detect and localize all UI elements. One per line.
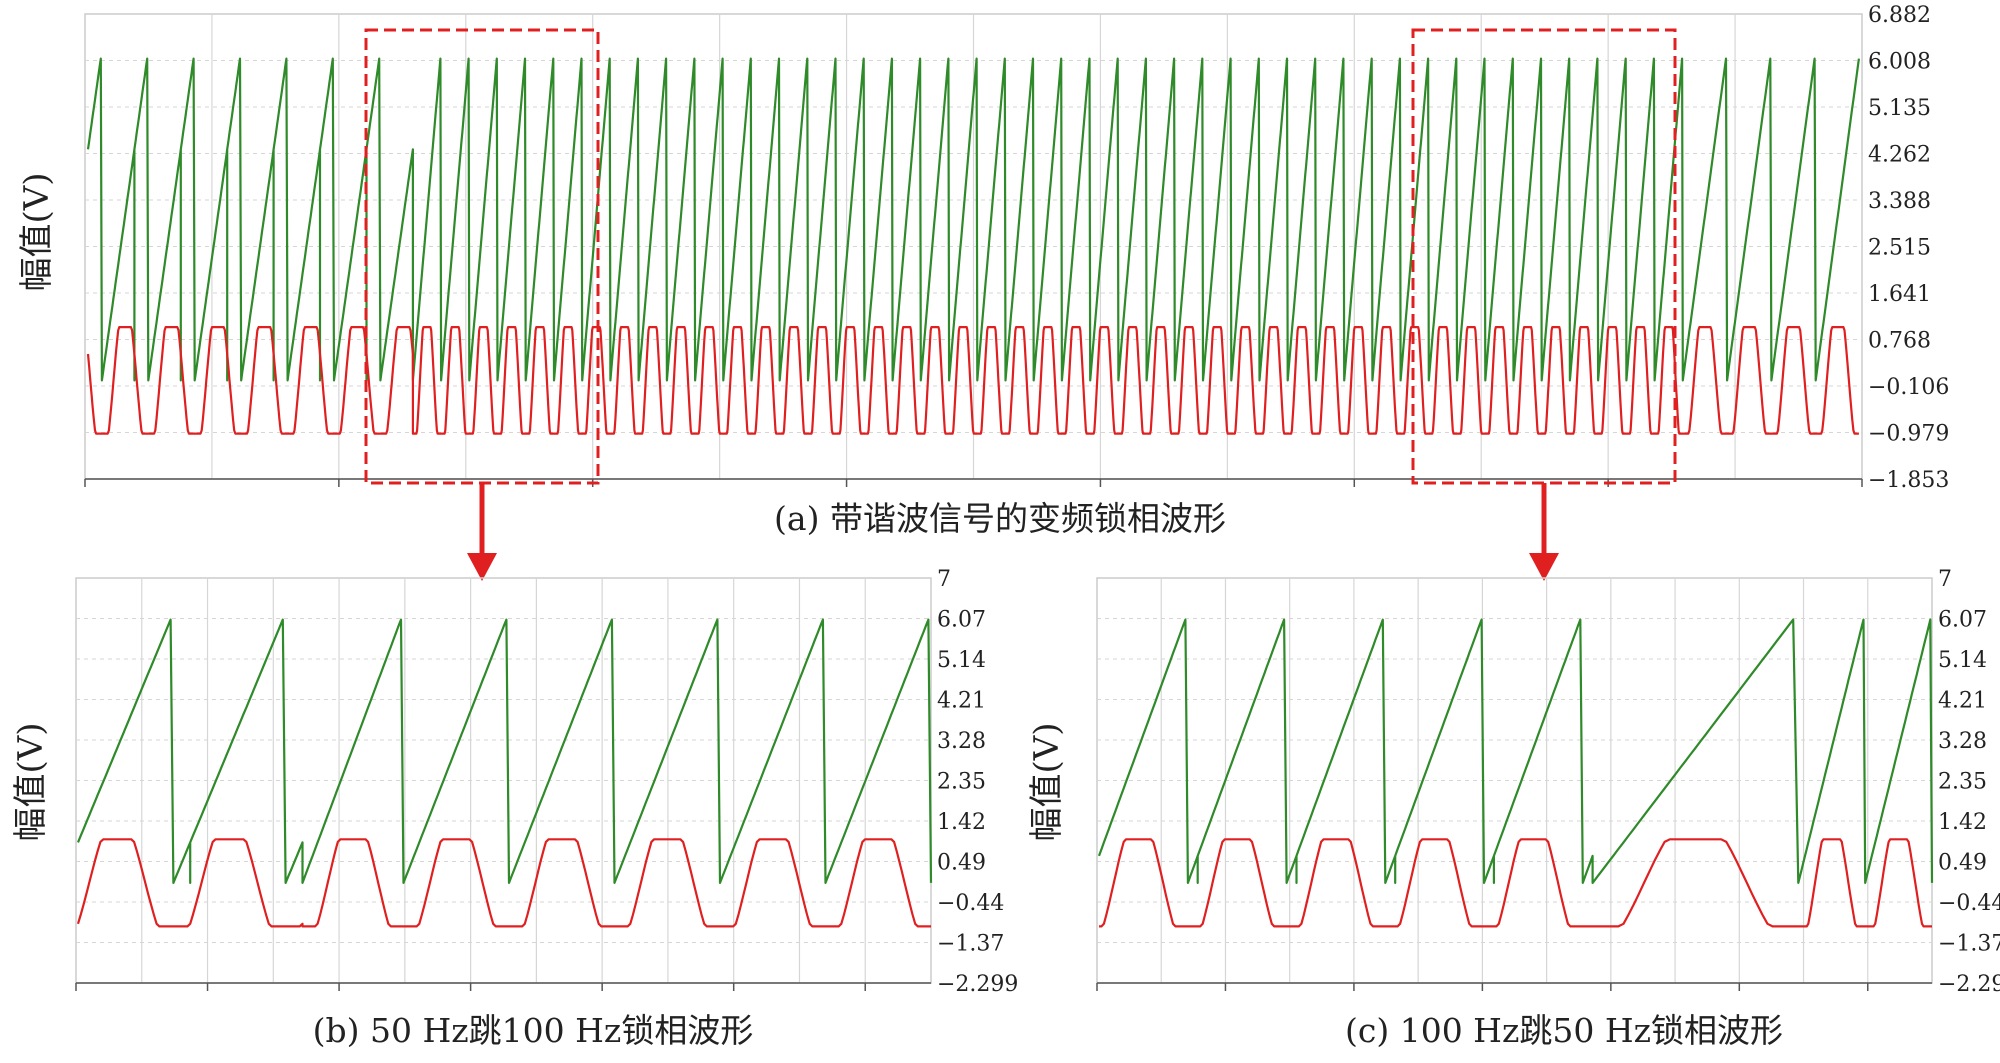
panel-b-ytick-label: 7 <box>937 567 951 592</box>
panel-c-ytick-label: 2.35 <box>1938 770 1987 795</box>
panel-a-ytick-label: 6.882 <box>1868 3 1931 28</box>
panel-c-ytick-label: 5.14 <box>1938 648 1987 673</box>
panel-b-ytick-label: 3.28 <box>937 729 986 754</box>
panel-c-ytick-label: −0.44 <box>1938 891 2000 916</box>
panel-a-ytick-label: −1.853 <box>1868 468 1949 493</box>
arrow-to-panel-b <box>467 483 497 581</box>
panel-c-x-ticks <box>1096 983 1869 991</box>
panel-c-ylabel: 幅值(V) <box>1027 722 1067 841</box>
panel-c-ytick-label: 7 <box>1938 567 1952 592</box>
panel-c-ytick-label: 4.21 <box>1938 689 1987 714</box>
panel-b-x-ticks <box>75 983 866 991</box>
panel-b: 7 6.07 5.14 4.21 3.28 2.35 1.42 0.49 −0.44 −1.37 −… <box>11 567 1018 1050</box>
panel-c-gridlines-h <box>1097 618 1932 943</box>
panel-c-y-tick-labels: 7 6.07 5.14 4.21 3.28 2.35 1.42 0.49 −0.44 −1.37 −… <box>1938 567 2000 997</box>
panel-b-ytick-label: −2.299 <box>937 972 1018 997</box>
panel-b-caption: (b) 50 Hz跳100 Hz锁相波形 <box>313 1011 754 1050</box>
panel-a-ytick-label: −0.979 <box>1868 422 1949 447</box>
panel-c-ytick-label: −1.37 <box>1938 932 2000 957</box>
panel-c-ytick-label: −2.299 <box>1938 972 2000 997</box>
panel-b-ytick-label: 6.07 <box>937 608 986 633</box>
panel-b-ytick-label: 0.49 <box>937 851 986 876</box>
panel-c-series-voltage <box>1099 838 1932 928</box>
panel-b-ytick-label: −0.44 <box>937 891 1004 916</box>
panel-c-ytick-label: 6.07 <box>1938 608 1987 633</box>
panel-b-ytick-label: 4.21 <box>937 689 986 714</box>
panel-a-zoom-box-left <box>364 28 600 485</box>
panel-a-series-phase <box>86 57 1860 382</box>
panel-b-ytick-label: 2.35 <box>937 770 986 795</box>
panel-c-caption: (c) 100 Hz跳50 Hz锁相波形 <box>1345 1011 1783 1050</box>
panel-b-ytick-label: 5.14 <box>937 648 986 673</box>
panel-b-series-voltage <box>76 838 931 928</box>
panel-a: 6.882 6.008 5.135 4.262 3.388 2.515 1.641 0.768… <box>17 3 1949 581</box>
panel-a-ytick-label: 0.768 <box>1868 329 1931 354</box>
panel-b-series-phase <box>76 618 933 884</box>
panel-c-ytick-label: 1.42 <box>1938 810 1987 835</box>
panel-a-ytick-label: 1.641 <box>1868 282 1931 307</box>
panel-b-ytick-label: 1.42 <box>937 810 986 835</box>
panel-a-caption: (a) 带谐波信号的变频锁相波形 <box>774 499 1226 538</box>
panel-a-series-voltage <box>86 326 1859 435</box>
arrow-to-panel-c <box>1529 483 1559 581</box>
panel-a-ytick-label: −0.106 <box>1868 375 1949 400</box>
panel-c-ytick-label: 0.49 <box>1938 851 1987 876</box>
panel-a-ytick-label: 3.388 <box>1868 189 1931 214</box>
panel-a-ytick-label: 6.008 <box>1868 50 1931 75</box>
panel-b-y-tick-labels: 7 6.07 5.14 4.21 3.28 2.35 1.42 0.49 −0.44 −1.37 −… <box>937 567 1018 997</box>
panel-b-ytick-label: −1.37 <box>937 932 1004 957</box>
panel-a-y-tick-labels: 6.882 6.008 5.135 4.262 3.388 2.515 1.641 0.768… <box>1868 3 1949 493</box>
panel-c-ytick-label: 3.28 <box>1938 729 1987 754</box>
panel-a-ytick-label: 2.515 <box>1868 236 1931 261</box>
panel-b-gridlines-h <box>76 618 931 943</box>
panel-a-ytick-label: 5.135 <box>1868 96 1931 121</box>
panel-a-ytick-label: 4.262 <box>1868 143 1931 168</box>
panel-c-series-phase <box>1097 618 1934 884</box>
panel-a-ylabel: 幅值(V) <box>17 172 57 291</box>
panel-b-ylabel: 幅值(V) <box>11 722 51 841</box>
panel-a-x-ticks <box>84 479 1863 487</box>
panel-c: 7 6.07 5.14 4.21 3.28 2.35 1.42 0.49 −0.44 −1.37 −… <box>1027 567 2000 1050</box>
